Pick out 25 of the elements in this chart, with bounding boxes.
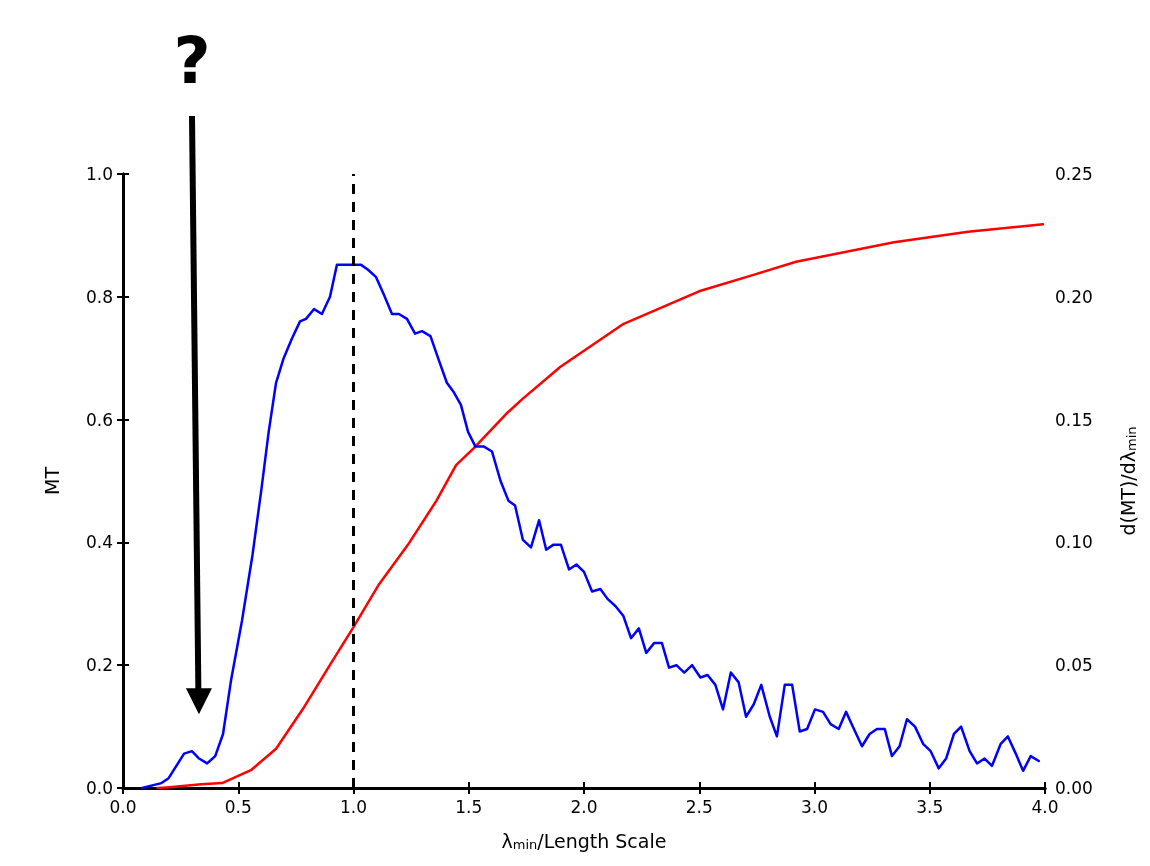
x-tick-label: 2.5 [685,796,713,817]
x-tick-label: 1.5 [455,796,483,817]
x-tick-label: 4.0 [1031,796,1059,817]
x-tick-label: 3.0 [800,796,829,817]
y2-tick-label: 0.15 [1055,409,1093,430]
y-tick-label: 0.8 [85,286,113,307]
x-tick-label: 0.0 [109,796,137,817]
y-tick-label: 0.2 [85,655,113,676]
y2-tick-label: 0.00 [1055,778,1093,798]
y2-tick-label: 0.10 [1055,532,1093,553]
x-tick-label: 1.0 [339,796,368,817]
y2-axis-title: d(MT)/dλmin [1116,426,1139,536]
y-tick-label: 0.4 [85,532,113,553]
y2-tick-label: 0.20 [1055,286,1093,307]
x-tick-label: 2.0 [570,796,598,817]
y-tick-label: 1.0 [85,164,113,184]
x-axis-title: λmin/Length Scale [501,829,667,852]
y2-tick-label: 0.25 [1055,164,1093,184]
y-tick-label: 0.6 [85,409,113,430]
x-tick-label: 3.5 [916,796,944,817]
text: ? [172,23,212,100]
y2-tick-label: 0.05 [1055,655,1093,676]
y-axis-title: MT [40,466,63,495]
y-tick-label: 0.0 [85,778,113,798]
x-tick-label: 0.5 [224,796,252,817]
